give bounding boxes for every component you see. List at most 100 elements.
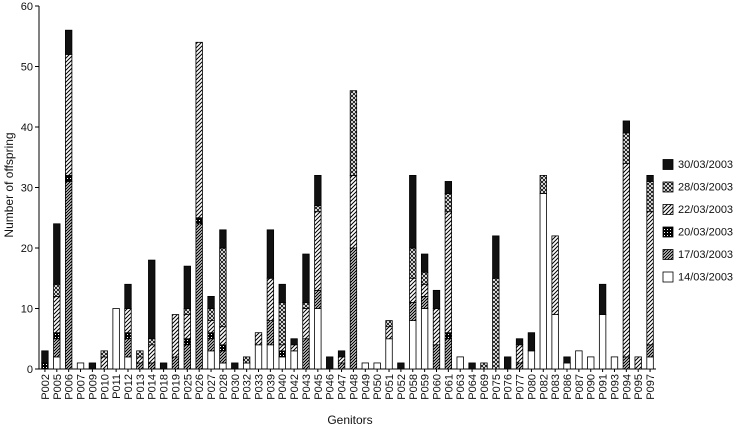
bar-segment [148, 259, 156, 340]
x-tick-label: P028 [218, 374, 230, 400]
bar-segment [124, 338, 132, 358]
bar-segment [53, 223, 61, 285]
bar-segment [207, 338, 215, 352]
x-tick-label: P019 [171, 374, 183, 400]
x-tick-label: P009 [87, 374, 99, 400]
legend-swatch [662, 271, 674, 283]
bar-segment [219, 362, 227, 370]
bar-segment [183, 314, 191, 340]
y-tick-label: 40 [21, 122, 33, 134]
x-tick-label: P061 [443, 374, 455, 400]
bar-segment [41, 362, 49, 370]
x-tick-label: P048 [348, 374, 360, 400]
bar-segment [409, 174, 417, 249]
x-tick-labels: P002 P005 P006 P007 P009 P010 P011 P012 P013 P014… [40, 369, 657, 400]
bar-segment [420, 308, 429, 370]
bar-segment [183, 308, 191, 315]
bar-segment [409, 247, 417, 279]
y-tick-label: 10 [21, 304, 33, 316]
bar-segment [646, 356, 654, 370]
bar-segment [266, 229, 275, 279]
bar-segment [53, 332, 61, 340]
bar-segment [242, 356, 251, 364]
x-tick-label: P043 [301, 374, 313, 400]
bar-segment [373, 362, 381, 370]
bar-segment [219, 350, 227, 364]
bar-segment [195, 41, 203, 219]
bar-segment [53, 356, 61, 370]
bar-segment [515, 362, 524, 370]
bar-segment [207, 350, 215, 370]
bar-segment [314, 308, 322, 370]
y-tick-label: 30 [21, 183, 33, 195]
bar-segment [136, 362, 144, 370]
x-tick-label: P027 [206, 374, 218, 400]
bar-segment [622, 120, 630, 134]
bar-segment [278, 356, 286, 370]
x-tick-label: P025 [182, 374, 194, 400]
bar-segment [314, 174, 322, 207]
bar-segment [420, 283, 429, 297]
x-tick-label: P032 [242, 374, 254, 400]
bar-segment [219, 326, 227, 346]
x-tick-label: P010 [99, 374, 111, 400]
x-tick-label: P033 [254, 374, 266, 400]
x-tick-label: P047 [337, 374, 349, 400]
y-tick-label: 50 [21, 62, 33, 74]
x-tick-label: P086 [562, 374, 574, 400]
x-tick-label: P075 [491, 374, 503, 400]
x-tick-label: P064 [467, 374, 479, 400]
bar-segment [53, 295, 61, 334]
bar-segment [397, 362, 405, 370]
bar-segment [207, 332, 215, 340]
bar-segment [124, 283, 132, 309]
y-tick-labels: 0 10 20 30 40 50 60 [21, 1, 39, 376]
bar-segment [159, 362, 168, 370]
bar-segment [409, 320, 417, 370]
bar-segment [337, 362, 346, 370]
legend-swatch [662, 159, 674, 170]
x-tick-label: P090 [586, 374, 598, 400]
bar-segment [100, 356, 108, 370]
x-tick-label: P076 [503, 374, 515, 400]
bar-segment [492, 277, 500, 370]
bar-segment [432, 344, 441, 370]
legend-swatch [662, 226, 674, 238]
bar-segment [278, 350, 286, 358]
bar-segment [551, 314, 559, 370]
x-tick-label: P049 [360, 374, 372, 400]
bar-segment [527, 332, 536, 352]
bar-segment [266, 277, 275, 321]
bar-segment [76, 362, 85, 370]
bar-segment [302, 338, 310, 370]
bar-segment [171, 356, 180, 370]
bar-segment [385, 320, 393, 328]
bar-segment [207, 308, 215, 322]
bar-segment [65, 181, 73, 370]
bar-segment [409, 302, 417, 322]
x-tick-label: P091 [598, 374, 610, 400]
bar-segment [314, 205, 322, 213]
bar-segment [409, 277, 417, 303]
bar-segment [53, 283, 61, 297]
bar-segment [587, 356, 595, 370]
bar-segment [444, 193, 453, 213]
x-tick-label: P005 [52, 374, 64, 400]
bar-segment [551, 235, 559, 315]
bar-segment [420, 295, 429, 309]
bar-segment [219, 344, 227, 352]
bar-segment [492, 235, 500, 279]
bar-segment [290, 344, 298, 352]
bar-segment [610, 356, 619, 370]
bar-segment [432, 289, 441, 309]
bar-segment [231, 362, 239, 370]
bar-segment [622, 132, 630, 164]
x-tick-label: P014 [147, 374, 159, 400]
x-tick-label: P069 [479, 374, 491, 400]
bar-segment [242, 362, 251, 370]
bar-segment [65, 54, 73, 176]
x-axis-title: Genitors [327, 413, 372, 426]
x-tick-label: P046 [325, 374, 337, 400]
bar-segment [148, 362, 156, 370]
bar-segment [124, 332, 132, 340]
